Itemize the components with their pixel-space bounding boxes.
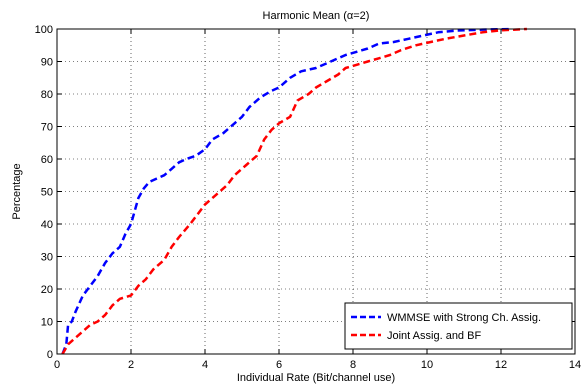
x-tick-label: 12 [495,359,507,371]
legend-label-joint: Joint Assig. and BF [387,330,481,342]
x-tick-label: 2 [128,359,134,371]
y-tick-label: 30 [41,252,53,264]
y-tick-label: 40 [41,219,53,231]
chart-title: Harmonic Mean (α=2) [263,10,370,22]
y-tick-label: 50 [41,187,53,199]
x-tick-label: 0 [54,359,60,371]
axis-ticks: 0 2 4 6 8 10 12 14 0 10 20 30 40 50 60 70 80 90 100 [35,24,581,371]
series-layer [61,27,527,355]
y-tick-label: 0 [47,349,53,361]
y-tick-label: 20 [41,284,53,296]
legend-box [344,302,573,350]
y-tick-label: 60 [41,154,53,166]
y-tick-label: 90 [41,57,53,69]
x-tick-label: 6 [276,359,282,371]
x-tick-label: 14 [569,359,581,371]
series-line-1 [61,27,527,355]
y-tick-label: 80 [41,89,53,101]
legend: WMMSE with Strong Ch. Assig. Joint Assig… [344,302,573,350]
y-tick-label: 70 [41,122,53,134]
x-tick-label: 4 [202,359,208,371]
x-tick-label: 10 [421,359,433,371]
x-tick-label: 8 [350,359,356,371]
y-tick-label: 100 [35,24,53,36]
y-tick-label: 10 [41,317,53,329]
y-axis-title: Percentage [11,163,23,219]
legend-label-wmmse: WMMSE with Strong Ch. Assig. [387,312,541,324]
x-axis-title: Individual Rate (Bit/channel use) [237,372,395,384]
